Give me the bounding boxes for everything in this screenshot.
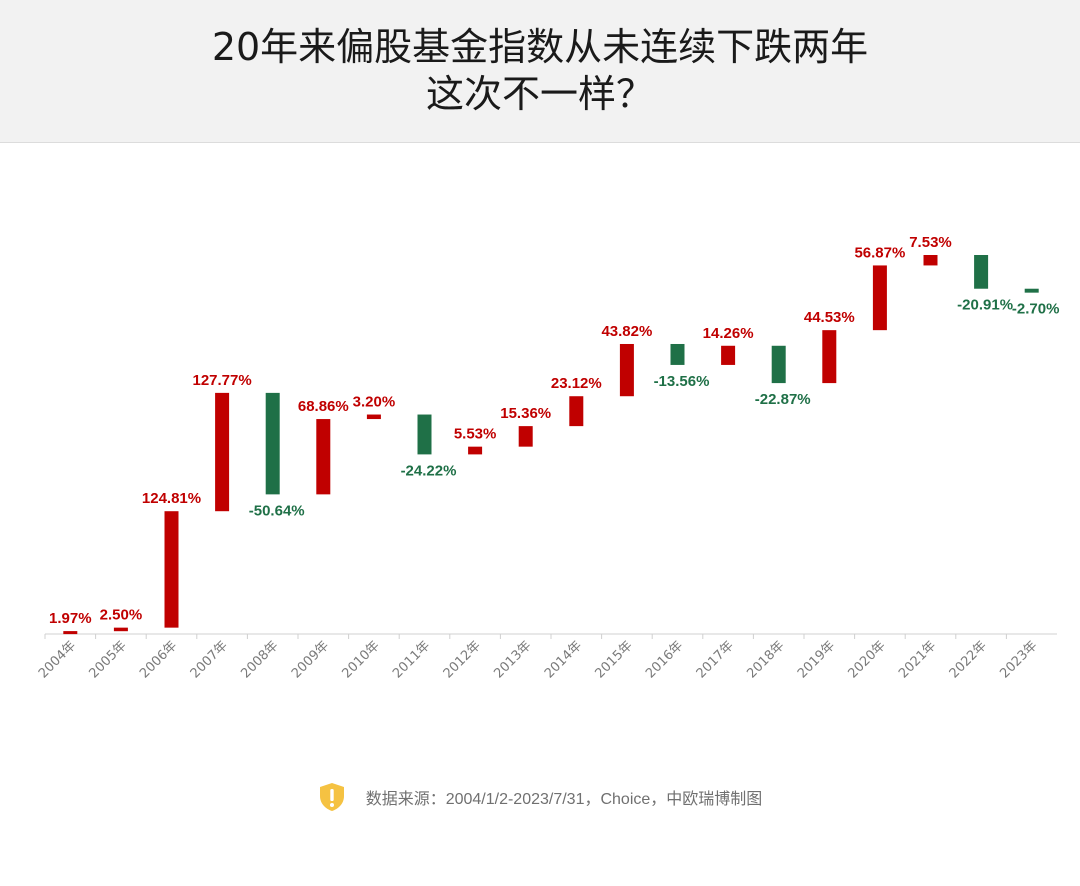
bar-2014年 xyxy=(569,396,584,427)
bar-2017年 xyxy=(721,345,736,365)
data-label: 5.53% xyxy=(454,426,497,443)
data-label: -22.87% xyxy=(755,391,811,408)
data-label: -24.22% xyxy=(401,462,457,479)
waterfall-chart: 1.97% 2004年 2.50% 2005年 124.81% 2006年 127.77% 2… xyxy=(36,234,1060,681)
x-axis-label: 2010年 xyxy=(340,638,383,681)
data-label: 2.50% xyxy=(100,607,143,624)
data-label: -2.70% xyxy=(1012,301,1060,318)
data-label: 44.53% xyxy=(804,309,855,326)
x-axis-label: 2018年 xyxy=(744,638,787,681)
data-label: 1.97% xyxy=(49,610,92,627)
bar-2006年 xyxy=(164,511,179,628)
data-label: 68.86% xyxy=(298,398,349,415)
bar-2007年 xyxy=(215,392,230,512)
x-axis-label: 2004年 xyxy=(36,638,79,681)
x-axis-label: 2011年 xyxy=(390,638,433,681)
chart-title-line-1: 20年来偏股基金指数从未连续下跌两年 xyxy=(211,25,869,69)
data-label: -20.91% xyxy=(957,297,1013,314)
bar-2008年 xyxy=(265,392,280,495)
x-axis-label: 2013年 xyxy=(491,638,534,681)
data-label: 23.12% xyxy=(551,375,602,392)
bar-2004年 xyxy=(63,631,78,635)
x-axis-label: 2014年 xyxy=(542,638,585,681)
bar-2011年 xyxy=(417,414,432,455)
x-axis-label: 2008年 xyxy=(238,638,281,681)
data-label: 14.26% xyxy=(703,325,754,342)
chart-footer: 数据来源：2004/1/2-2023/7/31，Choice，中欧瑞博制图 xyxy=(0,780,1080,814)
x-axis-label: 2005年 xyxy=(87,638,130,681)
chart-header: 20年来偏股基金指数从未连续下跌两年 这次不一样？ xyxy=(0,0,1080,143)
x-axis-label: 2007年 xyxy=(188,638,231,681)
data-label: -13.56% xyxy=(654,373,710,390)
data-label: 124.81% xyxy=(142,490,201,507)
shield-exclamation-icon xyxy=(319,783,344,811)
x-axis-label: 2009年 xyxy=(289,638,332,681)
bar-2022年 xyxy=(974,255,989,289)
data-label: 3.20% xyxy=(353,394,396,411)
bar-2018年 xyxy=(771,345,786,384)
bar-2010年 xyxy=(366,414,381,420)
bar-2012年 xyxy=(468,446,483,455)
x-axis-label: 2012年 xyxy=(441,638,484,681)
bar-2019年 xyxy=(822,330,837,384)
x-axis-label: 2017年 xyxy=(694,638,737,681)
bar-2020年 xyxy=(872,265,887,331)
data-source-note: 数据来源：2004/1/2-2023/7/31，Choice，中欧瑞博制图 xyxy=(365,791,763,808)
data-label: 7.53% xyxy=(909,234,952,251)
x-axis-label: 2016年 xyxy=(643,638,686,681)
chart-title-line-2: 这次不一样？ xyxy=(425,72,654,116)
bar-2023年 xyxy=(1024,288,1039,293)
bar-2016年 xyxy=(670,343,685,365)
bar-2005年 xyxy=(113,627,128,632)
data-label: 127.77% xyxy=(192,372,251,389)
x-axis-label: 2006年 xyxy=(137,638,180,681)
x-axis-label: 2015年 xyxy=(593,638,636,681)
data-label: 56.87% xyxy=(854,244,905,261)
x-axis-label: 2021年 xyxy=(896,638,939,681)
bar-2015年 xyxy=(619,343,634,397)
x-axis-label: 2023年 xyxy=(997,638,1040,681)
data-label: -50.64% xyxy=(249,502,305,519)
data-label: 43.82% xyxy=(601,323,652,340)
bar-2013年 xyxy=(518,426,533,447)
x-axis-label: 2022年 xyxy=(947,638,990,681)
bar-2009年 xyxy=(316,419,331,495)
bar-2021年 xyxy=(923,255,938,266)
x-axis-label: 2019年 xyxy=(795,638,838,681)
data-label: 15.36% xyxy=(500,405,551,422)
x-axis-label: 2020年 xyxy=(846,638,889,681)
